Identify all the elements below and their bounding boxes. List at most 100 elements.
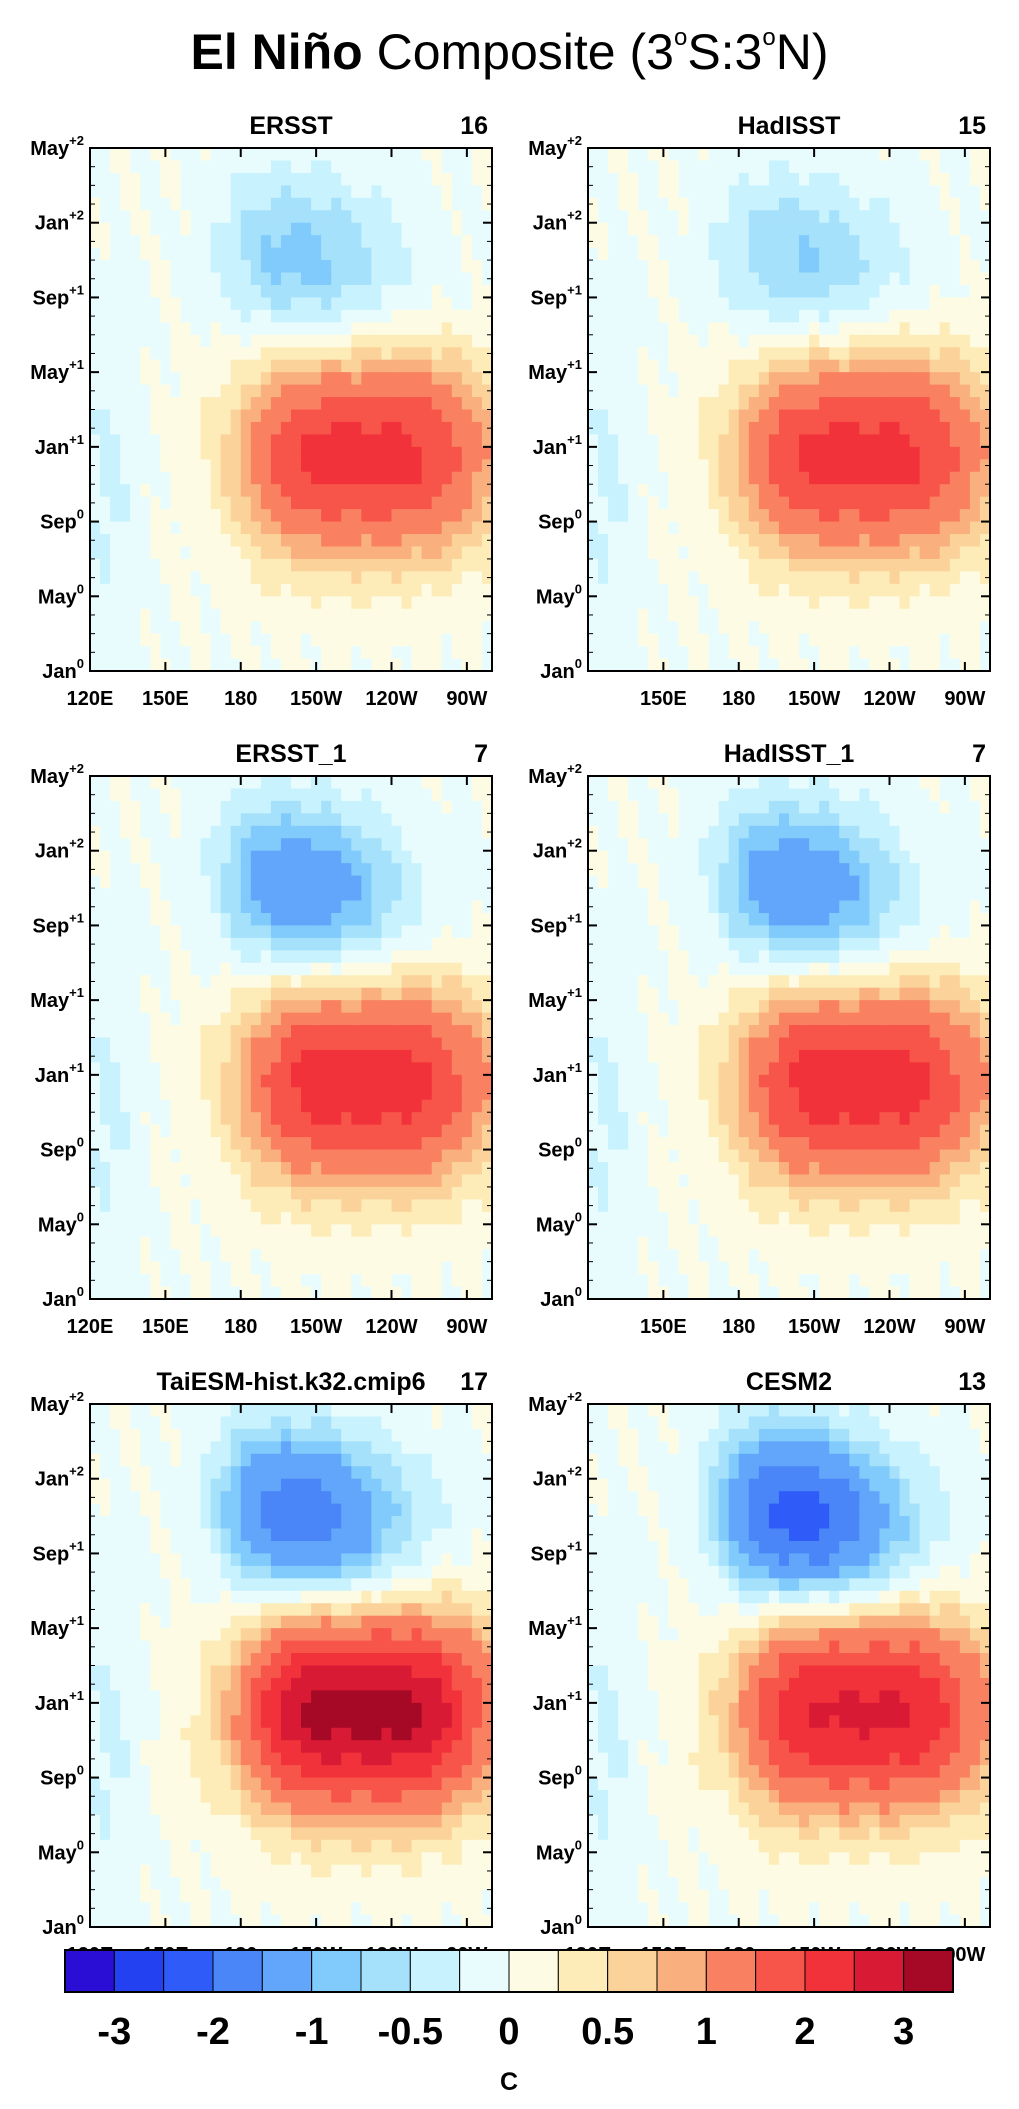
heatmap-cell xyxy=(728,172,740,186)
heatmap-cell xyxy=(230,987,242,1001)
heatmap-cell xyxy=(90,521,101,535)
heatmap-cell xyxy=(441,172,453,186)
heatmap-cell xyxy=(351,434,362,448)
heatmap-cell xyxy=(608,222,619,236)
heatmap-cell xyxy=(291,496,302,510)
heatmap-cell xyxy=(240,446,252,460)
heatmap-cell xyxy=(708,484,720,498)
heatmap-cell xyxy=(768,334,780,348)
heatmap-cell xyxy=(809,546,820,560)
heatmap-cell xyxy=(190,558,202,572)
heatmap-cell xyxy=(220,347,232,361)
heatmap-cell xyxy=(210,260,222,274)
heatmap-cell xyxy=(421,571,433,585)
heatmap-cell xyxy=(160,309,171,323)
heatmap-cell xyxy=(969,309,981,323)
heatmap-cell xyxy=(341,875,352,889)
heatmap-cell xyxy=(260,633,272,647)
heatmap-cell xyxy=(401,534,413,548)
heatmap-cell xyxy=(451,1149,463,1163)
heatmap-cell xyxy=(180,646,192,660)
heatmap-cell xyxy=(130,222,141,236)
heatmap-cell xyxy=(371,975,383,989)
heatmap-cell xyxy=(481,434,493,448)
heatmap-cell xyxy=(748,260,760,274)
heatmap-cell xyxy=(220,1000,232,1014)
heatmap-cell xyxy=(668,509,680,523)
heatmap-cell xyxy=(250,471,262,485)
heatmap-cell xyxy=(748,583,760,597)
heatmap-cell xyxy=(648,172,659,186)
heatmap-cell xyxy=(210,347,222,361)
heatmap-cell xyxy=(180,776,192,790)
heatmap-cell xyxy=(628,658,639,672)
heatmap-cell xyxy=(628,471,639,485)
heatmap-cell xyxy=(949,334,961,348)
heatmap-cell xyxy=(280,210,292,224)
heatmap-cell xyxy=(120,546,131,560)
heatmap-cell xyxy=(210,1137,222,1151)
heatmap-cell xyxy=(441,1000,453,1014)
heatmap-cell xyxy=(381,1124,393,1138)
heatmap-cell xyxy=(361,1025,372,1039)
heatmap-cell xyxy=(839,583,850,597)
heatmap-cell xyxy=(311,521,322,535)
heatmap-cell xyxy=(979,596,991,610)
heatmap-cell xyxy=(461,1062,473,1076)
heatmap-cell xyxy=(949,260,961,274)
heatmap-cell xyxy=(668,197,680,211)
heatmap-cell xyxy=(461,1186,473,1200)
heatmap-cell xyxy=(799,359,810,373)
heatmap-cell xyxy=(768,210,780,224)
heatmap-cell xyxy=(451,658,463,672)
heatmap-cell xyxy=(130,322,141,336)
heatmap-cell xyxy=(250,235,262,249)
heatmap-cell xyxy=(180,384,192,398)
heatmap-cell xyxy=(160,583,171,597)
heatmap-cell xyxy=(391,210,403,224)
heatmap-cell xyxy=(441,1112,453,1126)
heatmap-cell xyxy=(391,284,403,299)
heatmap-cell xyxy=(839,384,850,398)
heatmap-cell xyxy=(280,1162,292,1176)
heatmap-cell xyxy=(431,272,443,286)
heatmap-cell xyxy=(321,900,332,914)
heatmap-cell xyxy=(849,633,860,647)
heatmap-cell xyxy=(210,1149,222,1163)
heatmap-cell xyxy=(799,571,810,585)
heatmap-cell xyxy=(200,434,212,448)
heatmap-cell xyxy=(190,421,202,435)
heatmap-cell xyxy=(220,1025,232,1039)
heatmap-cell xyxy=(100,1000,111,1014)
heatmap-cell xyxy=(979,658,991,672)
heatmap-cell xyxy=(110,222,121,236)
heatmap-cell xyxy=(451,284,463,299)
heatmap-cell xyxy=(738,210,750,224)
heatmap-cell xyxy=(789,322,800,336)
heatmap-cell xyxy=(391,1149,403,1163)
heatmap-cell xyxy=(471,633,483,647)
heatmap-cell xyxy=(100,534,111,548)
heatmap-cell xyxy=(321,1012,332,1026)
panel-count: 15 xyxy=(958,112,986,140)
heatmap-cell xyxy=(150,1186,161,1200)
heatmap-cell xyxy=(361,776,372,790)
heatmap-cell xyxy=(869,421,881,435)
heatmap-cell xyxy=(929,521,941,535)
heatmap-cell xyxy=(180,633,192,647)
heatmap-cell xyxy=(341,825,352,839)
heatmap-cell xyxy=(331,1137,342,1151)
heatmap-cell xyxy=(120,987,131,1001)
heatmap-cell xyxy=(150,372,161,386)
heatmap-cell xyxy=(301,197,312,211)
heatmap-cell xyxy=(301,1211,312,1225)
heatmap-cell xyxy=(471,484,483,498)
heatmap-cell xyxy=(270,534,282,548)
heatmap-cell xyxy=(200,571,212,585)
heatmap-cell xyxy=(250,322,262,336)
heatmap-cell xyxy=(160,975,171,989)
heatmap-cell xyxy=(451,950,463,964)
heatmap-cell xyxy=(718,546,730,560)
heatmap-cell xyxy=(608,148,619,162)
heatmap-cell xyxy=(889,284,901,299)
